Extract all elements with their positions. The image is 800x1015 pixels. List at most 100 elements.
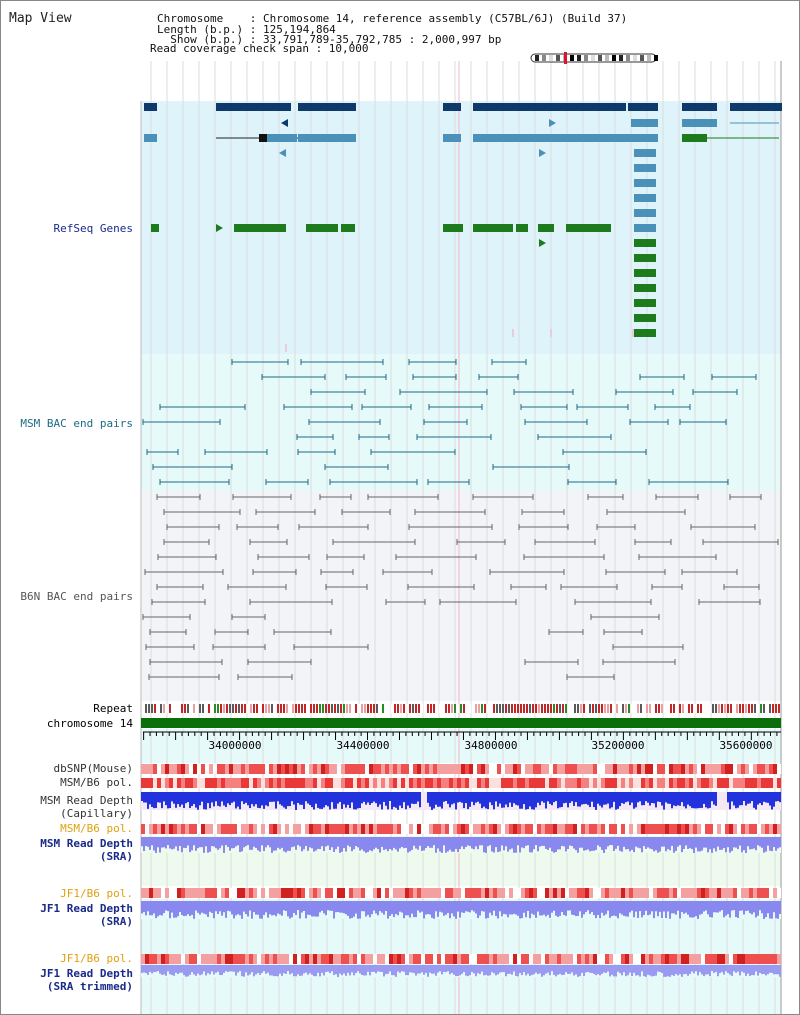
read-depth-bar: [733, 901, 735, 911]
repeat-mark: [688, 704, 690, 713]
repeat-mark: [703, 704, 705, 713]
polymorphism-cell: [381, 778, 385, 788]
polymorphism-cell: [677, 764, 681, 774]
read-depth-bar: [627, 901, 629, 917]
track-label-repeat[interactable]: Repeat: [93, 702, 133, 715]
polymorphism-cell: [401, 954, 405, 964]
read-depth-bar: [683, 792, 685, 807]
polymorphism-cell: [393, 764, 397, 774]
read-depth-bar: [653, 901, 655, 919]
read-depth-bar: [331, 792, 333, 803]
read-depth-bar: [555, 792, 557, 802]
polymorphism-cell: [453, 764, 457, 774]
read-depth-bar: [311, 837, 313, 849]
read-depth-bar: [455, 792, 457, 810]
polymorphism-cell: [341, 954, 345, 964]
repeat-mark: [709, 704, 711, 713]
read-depth-bar: [739, 965, 741, 976]
polymorphism-cell: [649, 764, 653, 774]
polymorphism-cell: [433, 888, 437, 898]
repeat-mark: [169, 704, 171, 713]
track-label-msm-bac[interactable]: MSM BAC end pairs: [20, 417, 133, 430]
read-depth-bar: [573, 901, 575, 916]
read-depth-bar: [451, 965, 453, 973]
read-depth-bar: [249, 837, 251, 850]
track-label-msm-depth-cap[interactable]: MSM Read Depth: [40, 794, 133, 807]
read-depth-bar: [217, 792, 219, 806]
read-depth-bar: [353, 901, 355, 917]
read-depth-bar: [161, 965, 163, 975]
read-depth-bar: [547, 792, 549, 802]
repeat-mark: [490, 704, 492, 713]
polymorphism-cell: [413, 778, 417, 788]
polymorphism-cell: [165, 888, 169, 898]
read-depth-bar: [503, 965, 505, 973]
read-depth-bar: [357, 792, 359, 809]
read-depth-bar: [509, 792, 511, 803]
track-label-refseq[interactable]: RefSeq Genes: [53, 222, 133, 235]
read-depth-bar: [161, 837, 163, 848]
track-label-msm-b6-pol-2[interactable]: MSM/B6 pol.: [60, 822, 133, 835]
read-depth-bar: [757, 837, 759, 846]
polymorphism-cell: [705, 824, 709, 834]
read-depth-bar: [727, 837, 729, 848]
read-depth-bar: [583, 837, 585, 851]
polymorphism-cell: [421, 824, 425, 834]
read-depth-bar: [611, 792, 613, 808]
read-depth-bar: [163, 965, 165, 975]
read-depth-bar: [527, 837, 529, 846]
read-depth-bar: [461, 792, 463, 803]
chromosome-info: Chromosome : Chromosome 14, reference as…: [157, 12, 628, 25]
read-depth-bar: [149, 792, 151, 805]
repeat-mark: [649, 704, 651, 713]
read-depth-bar: [289, 792, 291, 807]
track-label-b6n-bac[interactable]: B6N BAC end pairs: [20, 590, 133, 603]
polymorphism-cell: [645, 764, 649, 774]
read-depth-bar: [411, 792, 413, 804]
repeat-mark: [256, 704, 258, 713]
polymorphism-cell: [481, 954, 485, 964]
track-label-msm-depth-sra[interactable]: MSM Read Depth: [40, 837, 133, 850]
read-depth-bar: [715, 837, 717, 852]
read-depth-bar: [619, 837, 621, 851]
read-depth-bar: [321, 792, 323, 809]
read-depth-bar: [187, 837, 189, 846]
ideogram-band: [612, 55, 616, 61]
read-depth-bar: [401, 901, 403, 913]
repeat-mark: [274, 704, 276, 713]
polymorphism-cell: [693, 954, 697, 964]
polymorphism-cell: [417, 778, 421, 788]
track-label-dbsnp[interactable]: dbSNP(Mouse): [53, 762, 133, 775]
read-depth-bar: [445, 901, 447, 915]
polymorphism-cell: [169, 778, 173, 788]
track-label-msm-b6-pol-1[interactable]: MSM/B6 pol.: [60, 776, 133, 789]
read-depth-bar: [365, 901, 367, 917]
gene-feature: [259, 134, 267, 142]
polymorphism-cell: [249, 764, 253, 774]
track-label-jf1-b6-pol-1[interactable]: JF1/B6 pol.: [60, 887, 133, 900]
read-depth-bar: [169, 965, 171, 975]
read-depth-bar: [401, 792, 403, 809]
polymorphism-cell: [625, 888, 629, 898]
read-depth-bar: [313, 837, 315, 852]
read-depth-bar: [239, 901, 241, 916]
polymorphism-cell: [717, 778, 721, 788]
read-depth-bar: [251, 792, 253, 805]
polymorphism-cell: [337, 954, 341, 964]
read-depth-bar: [255, 792, 257, 805]
read-depth-bar: [739, 837, 741, 846]
track-label-jf1-depth-sra[interactable]: JF1 Read Depth: [40, 902, 133, 915]
polymorphism-cell: [777, 764, 781, 774]
repeat-mark: [193, 704, 195, 713]
read-depth-bar: [389, 837, 391, 849]
track-label-jf1-depth-trim[interactable]: JF1 Read Depth: [40, 967, 133, 980]
repeat-mark: [499, 704, 501, 713]
track-label-jf1-b6-pol-2[interactable]: JF1/B6 pol.: [60, 952, 133, 965]
read-depth-bar: [581, 837, 583, 848]
read-depth-bar: [599, 792, 601, 806]
polymorphism-cell: [309, 824, 313, 834]
repeat-mark: [484, 704, 486, 713]
read-depth-bar: [399, 901, 401, 912]
polymorphism-cell: [425, 888, 429, 898]
